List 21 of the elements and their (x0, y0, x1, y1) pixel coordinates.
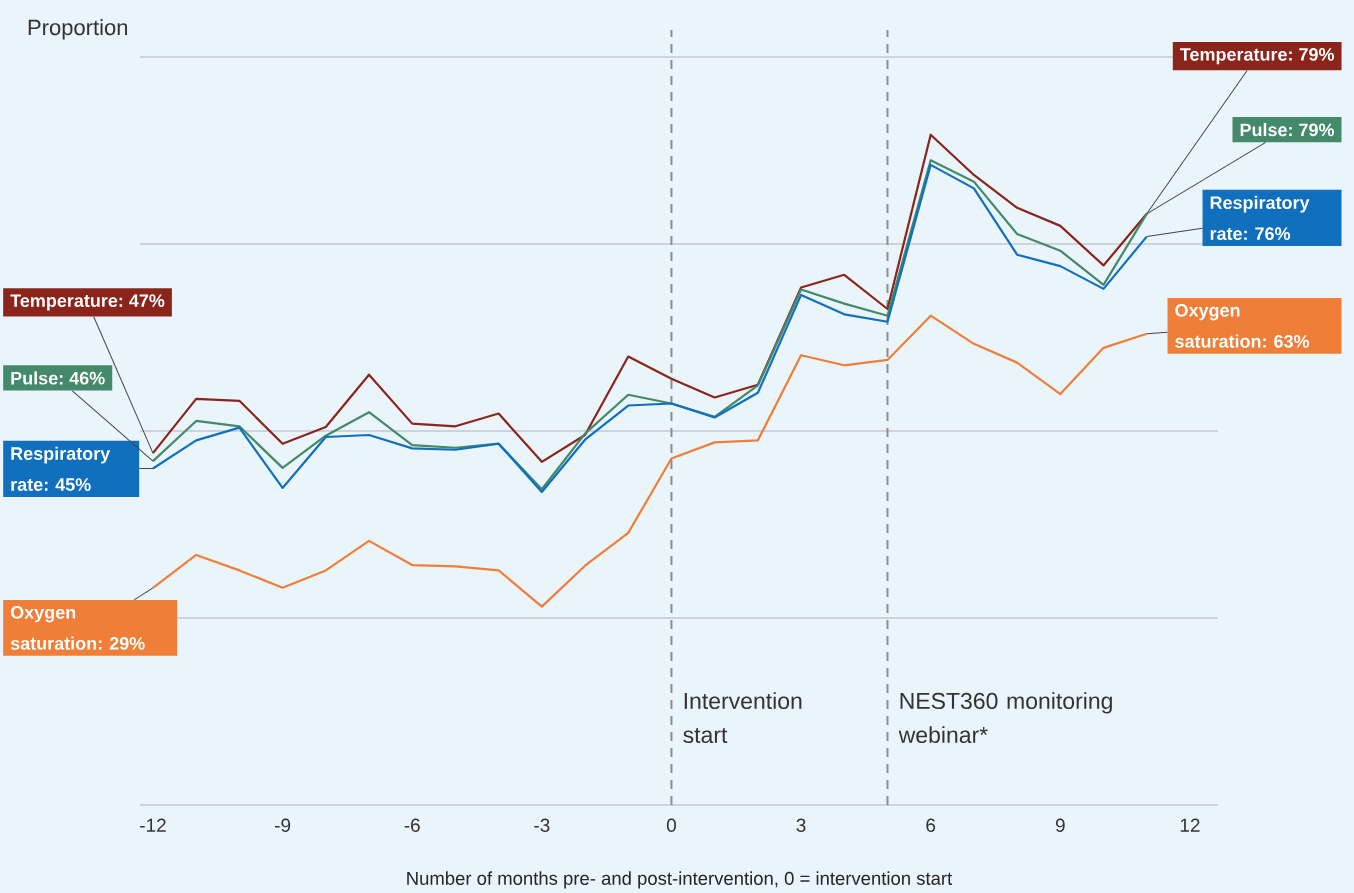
annotation: Temperature: 47% (10, 294, 165, 311)
annotation: Oxygen saturation: 29% (10, 606, 145, 650)
x-tick-label: 12 (1180, 818, 1200, 832)
x-tick-label: -3 (534, 818, 550, 832)
annotation: Respiratory rate: 76% (1210, 195, 1310, 241)
x-tick-label: -12 (140, 818, 166, 832)
x-tick-label: 3 (796, 818, 806, 832)
text: Pulse: 79% (1240, 123, 1335, 137)
y-axis-title: Proportion (28, 19, 128, 40)
x-tick-label: 9 (1055, 818, 1065, 832)
x-tick-label: -9 (274, 818, 291, 832)
x-tick-label: 6 (926, 818, 936, 832)
x-tick-label: -6 (404, 818, 420, 832)
text: Pulse: 46% (11, 371, 105, 385)
x-axis-title: Number of months pre- and post-intervention, 0 = intervention start (407, 871, 953, 889)
x-tick-label: 0 (666, 818, 676, 832)
ref-line-label: NEST360 monitoring webinar* (898, 692, 1112, 744)
text: Temperature: 79% (1180, 48, 1335, 65)
text: Respiratory rate: 45% (11, 446, 111, 491)
annotation: Oxygen saturation: 63% (1175, 303, 1310, 348)
ref-line-label: Intervention start (683, 692, 802, 744)
